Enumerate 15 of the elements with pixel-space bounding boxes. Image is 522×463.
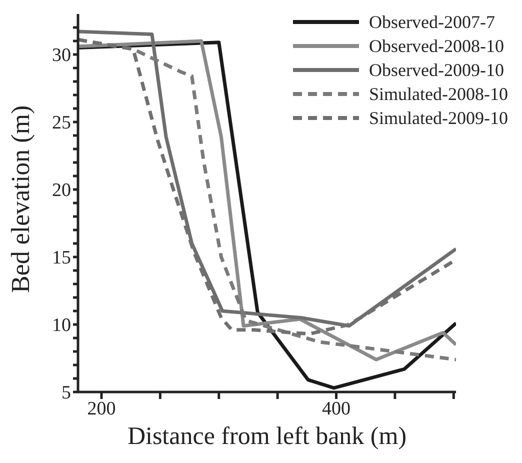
legend-label: Simulated-2009-10 [369,108,508,128]
y-tick-label: 5 [62,382,71,404]
y-tick-label: 30 [52,45,71,66]
x-tick-label: 200 [87,398,116,420]
y-tick-label: 25 [52,112,71,134]
y-tick-label: 10 [52,315,71,336]
x-axis-title: Distance from left bank (m) [127,423,407,450]
legend-label: Simulated-2008-10 [369,84,508,104]
legend-label: Observed-2008-10 [369,36,504,56]
legend-label: Observed-2009-10 [369,60,504,80]
y-tick-label: 20 [52,180,71,202]
y-axis-title: Bed elevation (m) [6,105,36,293]
x-tick-label: 400 [322,398,351,420]
y-tick-label: 15 [52,248,71,269]
legend-label: Observed-2007-7 [369,12,495,32]
